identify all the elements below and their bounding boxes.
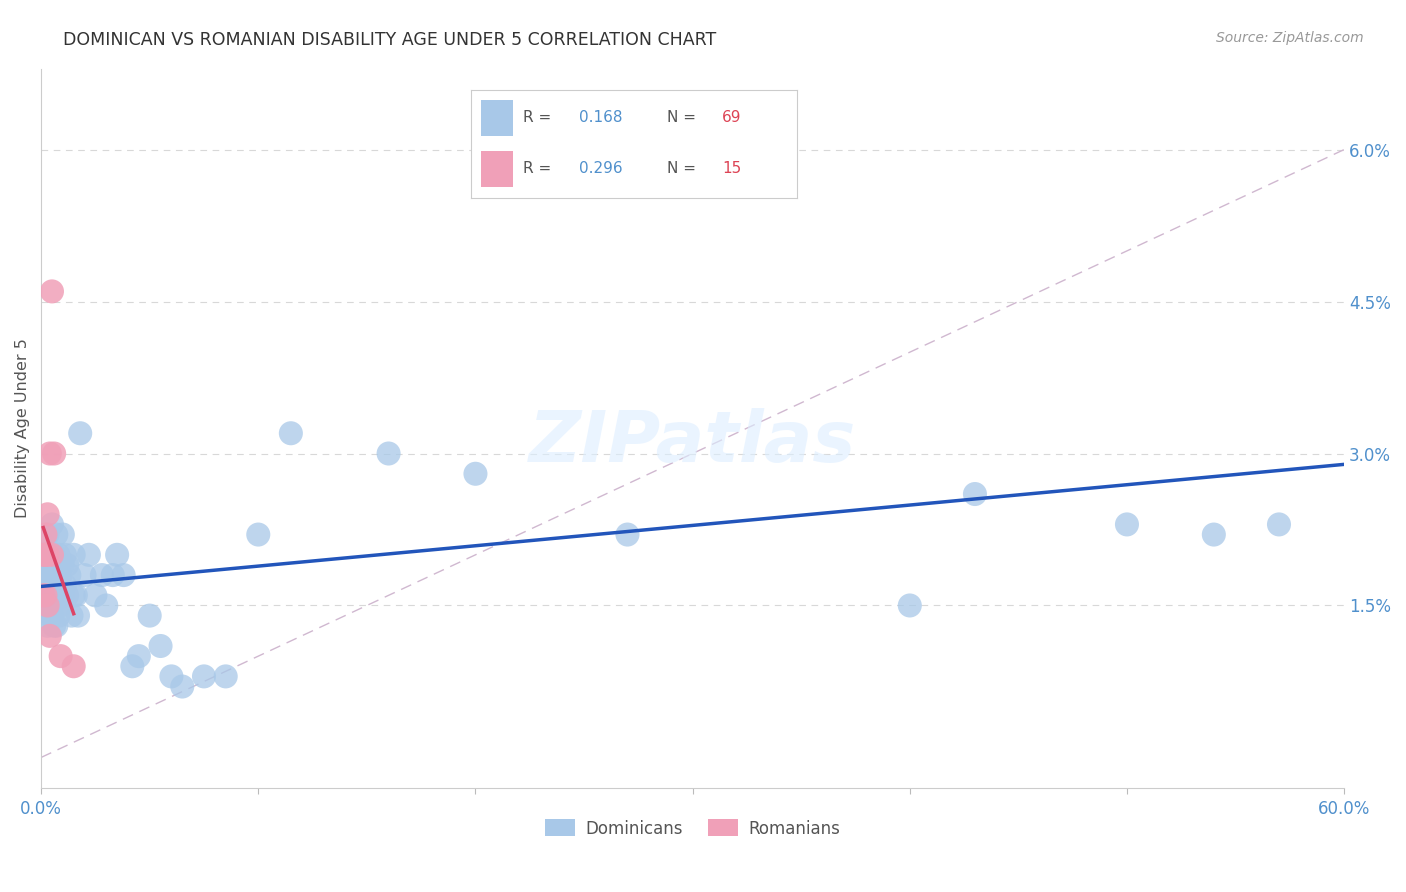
Point <box>44 618 66 632</box>
Point <box>41 517 63 532</box>
Point <box>38 578 60 592</box>
Point <box>1202 527 1225 541</box>
Legend: Dominicans, Romanians: Dominicans, Romanians <box>538 813 846 844</box>
Point <box>160 669 183 683</box>
Point <box>56 588 79 602</box>
Point <box>44 588 66 602</box>
Point <box>45 527 67 541</box>
Point <box>48 578 70 592</box>
Point <box>52 588 75 602</box>
Point <box>37 508 59 522</box>
Point <box>1268 517 1291 532</box>
Point <box>77 548 100 562</box>
Point <box>38 629 60 643</box>
Point <box>62 659 84 673</box>
Point <box>52 558 75 572</box>
Point <box>38 608 60 623</box>
Point <box>747 173 769 187</box>
Point <box>48 548 70 562</box>
Point <box>138 608 160 623</box>
Point <box>616 527 638 541</box>
Point <box>41 599 63 613</box>
Point <box>105 548 128 562</box>
Point <box>53 578 76 592</box>
Point <box>121 659 143 673</box>
Point <box>60 608 83 623</box>
Point <box>193 669 215 683</box>
Point <box>52 527 75 541</box>
Point <box>66 608 89 623</box>
Point <box>56 558 79 572</box>
Point <box>69 426 91 441</box>
Point <box>44 446 66 460</box>
Point <box>45 558 67 572</box>
Point <box>149 639 172 653</box>
Point <box>464 467 486 481</box>
Point <box>62 548 84 562</box>
Point <box>32 548 55 562</box>
Point <box>32 548 55 562</box>
Point <box>41 548 63 562</box>
Point <box>377 446 399 460</box>
Point <box>963 487 986 501</box>
Point <box>215 669 238 683</box>
Point <box>73 568 96 582</box>
Point <box>44 548 66 562</box>
Point <box>49 599 72 613</box>
Point <box>1116 517 1139 532</box>
Point <box>41 548 63 562</box>
Point <box>49 568 72 582</box>
Point <box>38 446 60 460</box>
Point <box>34 558 56 572</box>
Text: ZIPatlas: ZIPatlas <box>529 408 856 477</box>
Point <box>128 649 150 664</box>
Point <box>37 568 59 582</box>
Point <box>65 588 87 602</box>
Point <box>32 588 55 602</box>
Y-axis label: Disability Age Under 5: Disability Age Under 5 <box>15 338 30 518</box>
Point <box>37 548 59 562</box>
Point <box>84 588 107 602</box>
Point <box>34 548 56 562</box>
Point <box>41 285 63 299</box>
Point <box>101 568 124 582</box>
Point <box>898 599 921 613</box>
Point <box>280 426 302 441</box>
Point <box>49 649 72 664</box>
Point <box>37 527 59 541</box>
Point <box>34 568 56 582</box>
Point <box>34 588 56 602</box>
Point <box>32 588 55 602</box>
Point <box>112 568 135 582</box>
Point <box>53 548 76 562</box>
Point <box>37 618 59 632</box>
Point <box>45 588 67 602</box>
Point <box>34 527 56 541</box>
Point <box>62 588 84 602</box>
Point <box>58 568 80 582</box>
Point <box>96 599 118 613</box>
Text: DOMINICAN VS ROMANIAN DISABILITY AGE UNDER 5 CORRELATION CHART: DOMINICAN VS ROMANIAN DISABILITY AGE UND… <box>63 31 717 49</box>
Point <box>48 608 70 623</box>
Point <box>37 599 59 613</box>
Point <box>38 588 60 602</box>
Point <box>90 568 112 582</box>
Point <box>172 680 194 694</box>
Point <box>41 568 63 582</box>
Point <box>247 527 270 541</box>
Point <box>45 618 67 632</box>
Text: Source: ZipAtlas.com: Source: ZipAtlas.com <box>1216 31 1364 45</box>
Point <box>41 608 63 623</box>
Point <box>37 599 59 613</box>
